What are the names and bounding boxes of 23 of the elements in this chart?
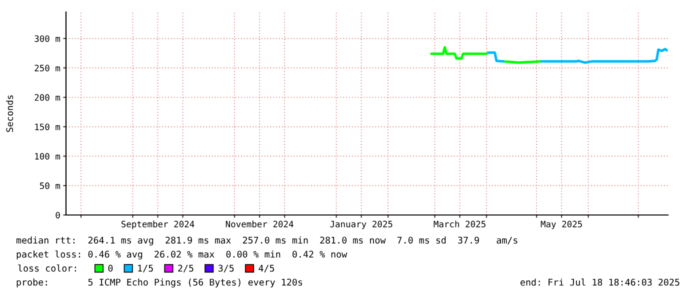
y-axis-title: Seconds	[6, 95, 14, 132]
y-tick-label: 150 m	[35, 124, 60, 130]
x-tick-label: May 2025	[540, 220, 582, 230]
y-tick-label: 250 m	[34, 64, 60, 72]
text: probe: 5 ICMP Echo Pings (56 Bytes) every 120s	[16, 278, 302, 288]
text: median rtt: 264.1 ms avg 281.9 ms max 257.0 ms min 281.0 ms now 7.0 ms sd 37.9 am/s	[16, 236, 518, 246]
legend-label: 4/5	[258, 264, 274, 272]
legend-title: loss color:	[18, 264, 76, 272]
legend-label: 0	[108, 264, 113, 272]
x-tick-label: March 2025	[434, 220, 486, 228]
x-tick-label: November 2024	[226, 220, 294, 228]
legend-label: 1/5	[138, 264, 153, 272]
y-tick-label: 100 m	[35, 153, 60, 160]
text: packet loss: 0.46 % avg 26.02 % max 0.00 % min 0.42 % now	[16, 250, 348, 260]
x-tick-label: January 2025	[330, 220, 392, 230]
legend-label: 2/5	[178, 264, 194, 272]
y-tick-label: 0	[56, 212, 60, 218]
legend-label: 3/5	[218, 264, 234, 272]
y-tick-label: 300 m	[34, 35, 60, 42]
y-tick-label: 200 m	[34, 94, 60, 101]
text: end: Fri Jul 18 18:46:03 2025	[520, 278, 680, 286]
y-tick-label: 50 m	[40, 182, 60, 190]
x-tick-label: September 2024	[121, 220, 194, 230]
